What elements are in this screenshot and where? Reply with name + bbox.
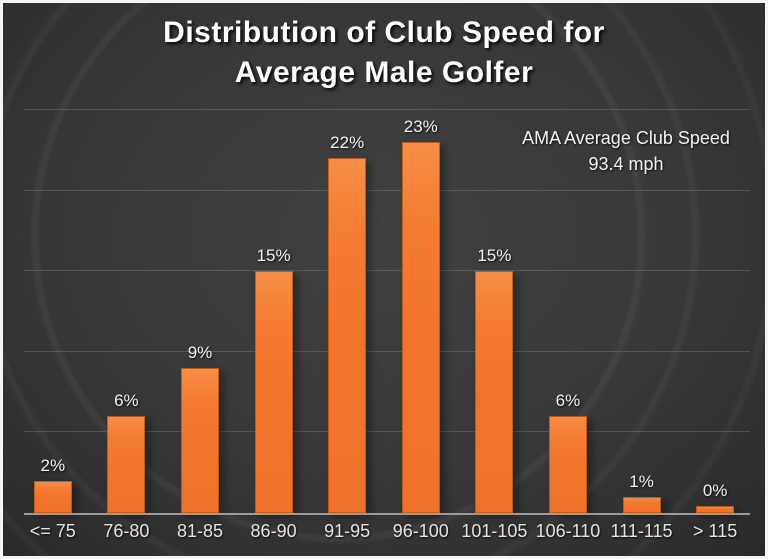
- gridline-15-percent: [24, 270, 750, 272]
- bar-slot-76-80: 6%: [90, 391, 164, 513]
- bar-slot-<= 75: 2%: [16, 456, 90, 513]
- bar-data-label: 22%: [330, 133, 365, 153]
- category-label: 96-100: [392, 521, 449, 541]
- category-label: 81-85: [176, 521, 223, 541]
- annotation-line2: 93.4 mph: [588, 154, 664, 174]
- chart-title: Distribution of Club Speed for Average M…: [3, 13, 765, 93]
- bar-106-110: [548, 416, 587, 513]
- annotation-line1: AMA Average Club Speed: [522, 128, 730, 148]
- bar-slot-86-90: 15%: [237, 246, 311, 513]
- bar-series: 2% 6% 9% 15% 22% 23% 15% 6% 1% 0%: [16, 110, 752, 513]
- bar-data-label: 0%: [702, 481, 728, 500]
- bar-slot-101-105: 15%: [458, 246, 532, 513]
- bar-data-label: 9%: [187, 342, 213, 362]
- category-label: 111-115: [610, 521, 673, 541]
- bar-data-label: 6%: [114, 391, 139, 411]
- bar-data-label: 6%: [555, 391, 581, 411]
- category-label: 86-90: [250, 521, 297, 541]
- gridline-20-percent: [24, 189, 750, 191]
- bar-96-100: [401, 142, 440, 513]
- bar-111-115: [622, 496, 661, 513]
- bar-data-label: 15%: [256, 246, 291, 266]
- chart-title-line2: Average Male Golfer: [234, 56, 534, 89]
- x-axis-category-labels: <= 75 76-80 81-85 86-90 91-95 96-100 101-105 10…: [16, 521, 752, 542]
- x-axis-line: [24, 513, 750, 515]
- bar-data-label: 23%: [403, 117, 438, 137]
- category-label: 101-105: [461, 521, 528, 541]
- bar-> 115: [696, 506, 735, 513]
- gridline-25-percent: [24, 109, 750, 110]
- bar-<= 75: [33, 480, 72, 513]
- bar-81-85: [180, 367, 219, 513]
- bar-slot-106-110: 6%: [531, 391, 605, 513]
- bar-slot-96-100: 23%: [384, 117, 458, 513]
- bar-slot-81-85: 9%: [163, 343, 237, 513]
- chart-title-line1: Distribution of Club Speed for: [163, 16, 605, 49]
- category-label: <= 75: [29, 521, 76, 541]
- category-label: 76-80: [103, 521, 150, 541]
- bar-data-label: 1%: [629, 471, 654, 491]
- category-label: > 115: [693, 521, 738, 541]
- bar-101-105: [475, 271, 514, 513]
- bar-86-90: [254, 271, 293, 513]
- bar-slot-> 115: 0%: [678, 481, 752, 513]
- bar-slot-91-95: 22%: [310, 133, 384, 513]
- category-label: 91-95: [324, 521, 371, 541]
- annotation-ama-average-club-speed: AMA Average Club Speed 93.4 mph: [493, 125, 759, 177]
- bar-data-label: 2%: [40, 455, 66, 475]
- bar-slot-111-115: 1%: [605, 472, 679, 513]
- plot-area: 2% 6% 9% 15% 22% 23% 15% 6% 1% 0%: [16, 109, 752, 515]
- category-label: 106-110: [535, 521, 601, 541]
- bar-76-80: [107, 416, 146, 513]
- gridline-10-percent: [24, 350, 750, 352]
- gridline-5-percent: [24, 431, 750, 433]
- bar-91-95: [328, 158, 367, 513]
- bar-data-label: 15%: [477, 246, 512, 266]
